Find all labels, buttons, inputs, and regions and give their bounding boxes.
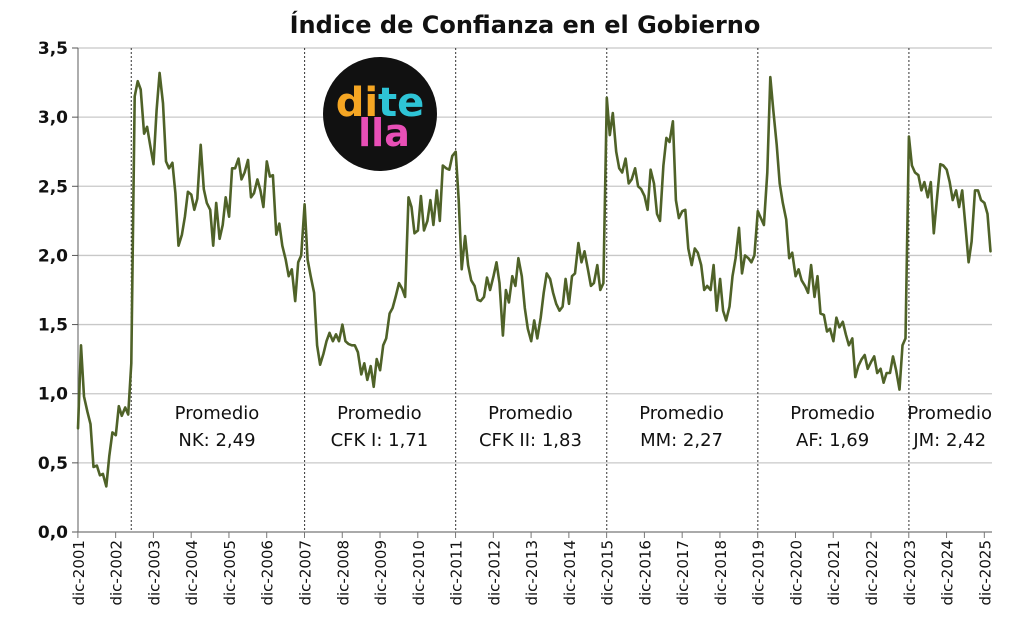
x-tick-label: dic-2004 <box>183 540 201 606</box>
period-annotation: Promedio JM: 2,42 <box>907 403 992 451</box>
x-tick-label: dic-2003 <box>145 540 163 606</box>
y-tick-label: 2,0 <box>38 246 68 266</box>
axes <box>77 48 992 533</box>
x-tick-label: dic-2025 <box>976 540 994 606</box>
annotation-line1: Promedio <box>175 403 260 424</box>
x-tick-label: dic-2001 <box>70 540 88 606</box>
y-tick-label: 3,5 <box>38 39 68 59</box>
annotation-line2: CFK I: 1,71 <box>331 430 429 451</box>
period-annotation: Promedio AF: 1,69 <box>790 403 875 451</box>
x-tick-label: dic-2006 <box>259 540 277 606</box>
logo-text-di: di <box>336 80 378 126</box>
logo-circle <box>323 57 437 171</box>
y-tick-label: 0,5 <box>38 454 68 474</box>
logo-line1: dite <box>336 80 425 126</box>
x-tick-label: dic-2021 <box>825 540 843 606</box>
y-tick-label: 2,5 <box>38 177 68 197</box>
x-tick-label: dic-2019 <box>750 540 768 606</box>
x-tick-label: dic-2005 <box>221 540 239 606</box>
x-tick-label: dic-2024 <box>939 540 957 606</box>
x-tick-label: dic-2023 <box>901 540 919 606</box>
annotation-line1: Promedio <box>488 403 573 424</box>
annotation-line2: JM: 2,42 <box>912 430 986 451</box>
annotation-line2: AF: 1,69 <box>796 430 869 451</box>
series-group <box>76 71 992 488</box>
x-tick-label: dic-2018 <box>712 540 730 606</box>
period-annotation: Promedio CFK II: 1,83 <box>479 403 582 451</box>
x-axis-ticks: dic-2001 dic-2002 dic-2003 dic-2004 dic-2005… <box>70 532 994 606</box>
y-tick-label: 0,0 <box>38 523 68 543</box>
period-annotation: Promedio MM: 2,27 <box>639 403 724 451</box>
annotation-line1: Promedio <box>337 403 422 424</box>
x-tick-label: dic-2020 <box>787 540 805 606</box>
x-tick-label: dic-2017 <box>674 540 692 606</box>
x-tick-label: dic-2022 <box>863 540 881 606</box>
x-tick-label: dic-2012 <box>485 540 503 606</box>
x-tick-label: dic-2015 <box>599 540 617 606</box>
x-tick-label: dic-2011 <box>448 540 466 606</box>
annotation-line1: Promedio <box>907 403 992 424</box>
x-tick-label: dic-2014 <box>561 540 579 606</box>
period-dividers <box>130 48 910 532</box>
x-tick-label: dic-2007 <box>296 540 314 606</box>
x-tick-label: dic-2013 <box>523 540 541 606</box>
period-annotation: Promedio NK: 2,49 <box>175 403 260 451</box>
chart-title: Índice de Confianza en el Gobierno <box>290 10 761 39</box>
grid <box>78 47 992 464</box>
logo-text-lla: lla <box>358 111 410 155</box>
series-line <box>76 71 992 488</box>
x-tick-label: dic-2010 <box>410 540 428 606</box>
x-tick-label: dic-2002 <box>108 540 126 606</box>
period-annotation: Promedio CFK I: 1,71 <box>331 403 429 451</box>
annotation-line1: Promedio <box>790 403 875 424</box>
annotation-line2: NK: 2,49 <box>178 430 255 451</box>
y-tick-label: 3,0 <box>38 108 68 128</box>
y-tick-label: 1,5 <box>38 316 68 336</box>
y-tick-label: 1,0 <box>38 385 68 405</box>
annotation-line2: CFK II: 1,83 <box>479 430 582 451</box>
x-tick-label: dic-2009 <box>372 540 390 606</box>
logo-text-te: te <box>378 80 424 126</box>
annotation-line1: Promedio <box>639 403 724 424</box>
annotation-line2: MM: 2,27 <box>640 430 723 451</box>
x-tick-label: dic-2008 <box>334 540 352 606</box>
x-tick-label: dic-2016 <box>636 540 654 606</box>
y-axis-ticks: 0,0 0,5 1,0 1,5 2,0 2,5 3,0 3,5 <box>38 39 78 543</box>
ditella-logo: dite lla <box>323 57 437 171</box>
